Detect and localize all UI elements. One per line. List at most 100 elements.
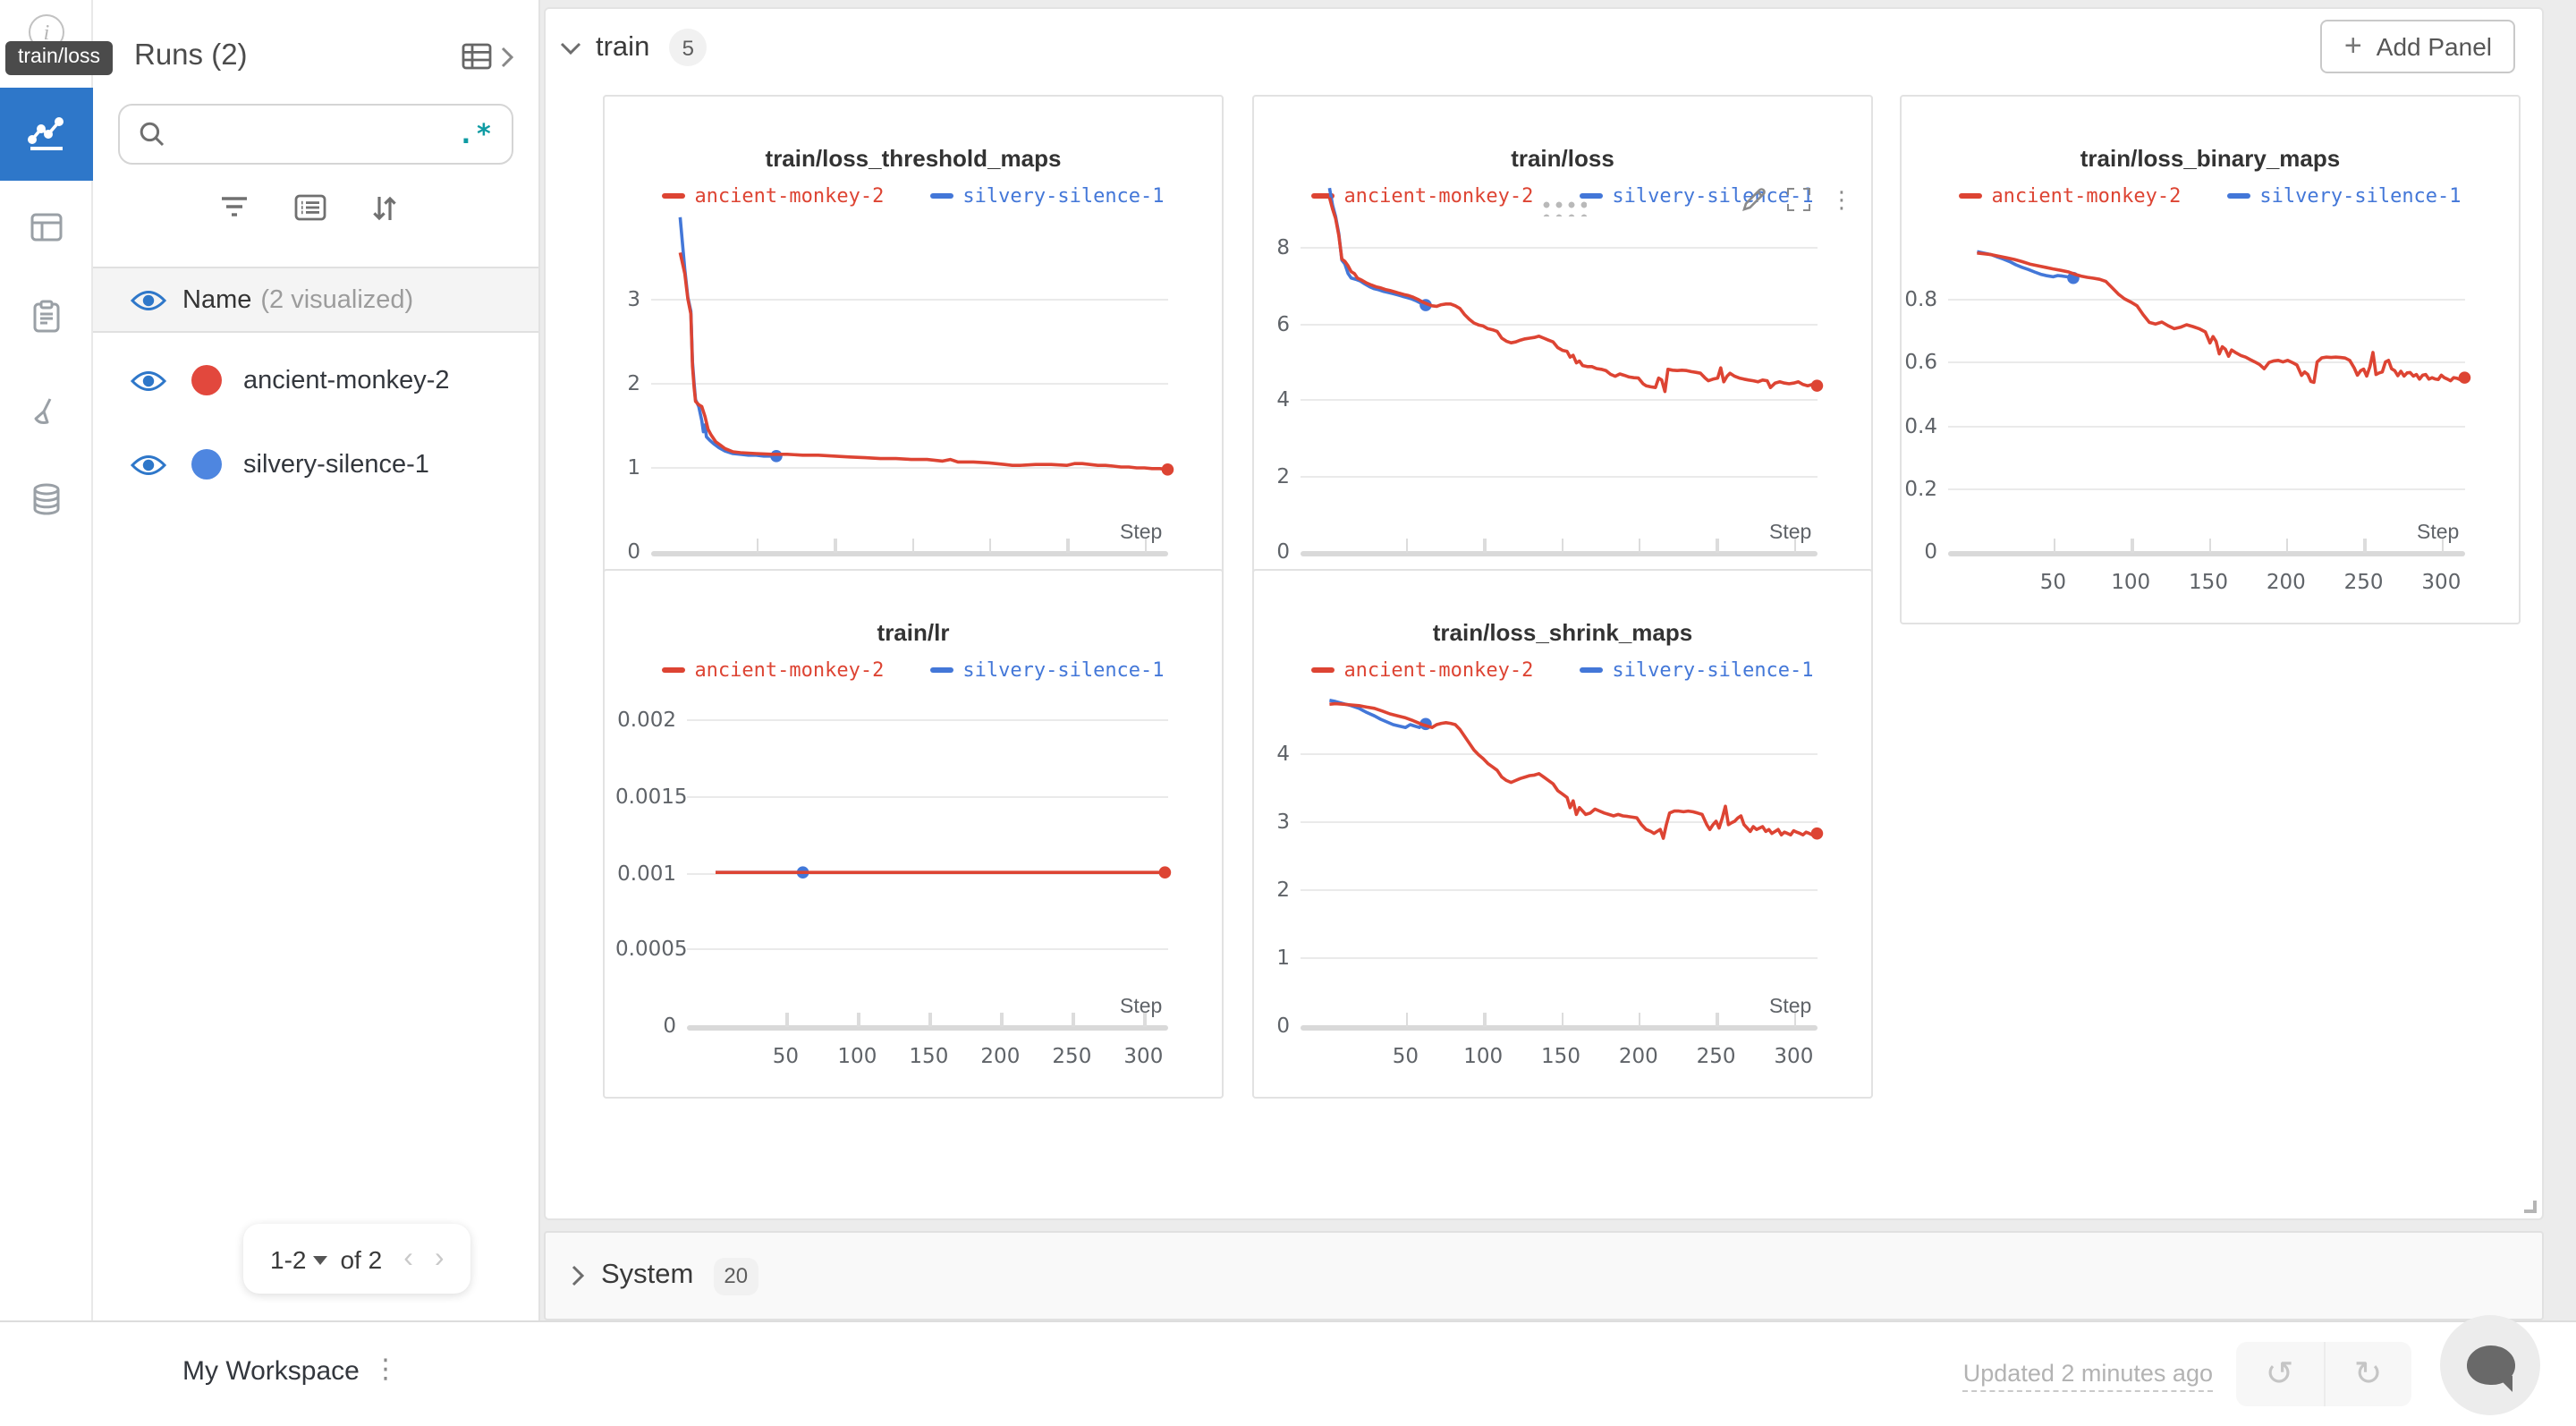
- redo-button[interactable]: ↻: [2325, 1342, 2411, 1406]
- y-tick-label: 2: [627, 370, 640, 395]
- legend-label: silvery-silence-1: [2259, 184, 2462, 208]
- search-icon: [138, 120, 166, 149]
- caret-down-icon[interactable]: [313, 1256, 328, 1265]
- x-axis-label: Step: [1769, 997, 1812, 1018]
- chart-panel-train-lr[interactable]: train/lr ancient-monkey-2 silvery-silence-…: [603, 569, 1224, 1099]
- eye-icon[interactable]: [131, 452, 166, 477]
- x-tick-label: 200: [980, 1043, 1021, 1068]
- legend-entry: silvery-silence-1: [2227, 184, 2462, 208]
- x-tick-label: 300: [2421, 569, 2462, 594]
- legend-label: silvery-silence-1: [962, 658, 1165, 682]
- legend-swatch: [930, 666, 954, 674]
- add-panel-button[interactable]: + Add Panel: [2320, 20, 2515, 73]
- section-resize-handle[interactable]: [2524, 1201, 2537, 1213]
- legend-swatch: [1311, 666, 1335, 674]
- chart-plot[interactable]: [605, 571, 1225, 1100]
- legend-label: ancient-monkey-2: [1343, 658, 1534, 682]
- legend-swatch: [2227, 192, 2251, 199]
- x-axis-label: Step: [2417, 522, 2460, 544]
- chart-plot[interactable]: [1254, 571, 1875, 1100]
- chart-panel-train-loss-binary-maps[interactable]: train/loss_binary_maps ancient-monkey-2 si…: [1900, 95, 2521, 624]
- panel-menu-icon[interactable]: ⋮: [1830, 186, 1853, 213]
- y-tick-label: 0.4: [1904, 412, 1937, 437]
- nav-artifacts[interactable]: [0, 453, 93, 546]
- legend-entry: ancient-monkey-2: [1311, 184, 1533, 208]
- y-tick-label: 0.2: [1904, 475, 1937, 501]
- x-tick-label: 100: [837, 1043, 877, 1068]
- legend-swatch: [1580, 666, 1604, 674]
- nav-logs[interactable]: [0, 270, 93, 363]
- x-axis-label: Step: [1120, 997, 1163, 1018]
- run-row-ancient-monkey-2[interactable]: ancient-monkey-2: [93, 338, 538, 422]
- x-tick-label: 100: [2111, 569, 2151, 594]
- section-title: train: [596, 31, 650, 62]
- chart-panel-train-loss-threshold-maps[interactable]: train/loss_threshold_maps ancient-monkey-…: [603, 95, 1224, 624]
- x-axis-label: Step: [1120, 522, 1163, 544]
- legend-swatch: [1959, 192, 1983, 199]
- y-tick-label: 0: [663, 1013, 676, 1038]
- x-tick-label: 250: [1052, 1043, 1092, 1068]
- run-row-silvery-silence-1[interactable]: silvery-silence-1: [93, 422, 538, 506]
- run-color-dot: [191, 365, 222, 395]
- nav-tables[interactable]: [0, 181, 93, 274]
- edit-panel-icon[interactable]: [1741, 186, 1767, 213]
- chat-bubble-icon: [2466, 1345, 2514, 1385]
- section-title: System: [601, 1260, 694, 1290]
- filter-icon[interactable]: [211, 186, 258, 229]
- chevron-down-icon: [560, 40, 581, 55]
- help-chat-button[interactable]: [2440, 1315, 2540, 1415]
- y-tick-label: 0.0005: [615, 936, 688, 962]
- fullscreen-icon[interactable]: [1787, 188, 1810, 211]
- panel-count-badge: 20: [713, 1257, 759, 1294]
- y-tick-label: 4: [1276, 741, 1290, 766]
- chart-plot[interactable]: [1254, 97, 1875, 626]
- eye-icon[interactable]: [131, 287, 166, 312]
- workspace-title[interactable]: My Workspace: [182, 1356, 360, 1387]
- system-section-header[interactable]: System 20: [544, 1231, 2544, 1320]
- sort-icon[interactable]: [361, 186, 408, 229]
- chart-plot[interactable]: [605, 97, 1225, 626]
- legend-label: ancient-monkey-2: [1991, 184, 2182, 208]
- legend-entry: silvery-silence-1: [930, 184, 1165, 208]
- list-view-icon[interactable]: [286, 186, 333, 229]
- legend-label: ancient-monkey-2: [1343, 184, 1534, 208]
- chart-plot[interactable]: [1902, 97, 2522, 626]
- y-tick-label: 0.0015: [615, 783, 688, 809]
- nav-charts[interactable]: [0, 88, 93, 181]
- regex-toggle-icon[interactable]: .*: [457, 118, 494, 150]
- page-range[interactable]: 1-2: [270, 1244, 307, 1273]
- nav-rail: i: [0, 0, 93, 1320]
- series-line-ancient-monkey-2: [1327, 197, 1818, 394]
- runs-name-header[interactable]: Name (2 visualized): [93, 267, 538, 333]
- undo-button[interactable]: ↺: [2236, 1342, 2325, 1406]
- series-endpoint-ancient-monkey-2: [2458, 371, 2471, 384]
- chart-panel-train-loss[interactable]: train/loss ancient-monkey-2 silvery-silenc…: [1252, 95, 1873, 624]
- train-section-header[interactable]: train 5: [560, 29, 708, 66]
- runs-table-expand-button[interactable]: [460, 39, 513, 73]
- name-column-label: Name: [182, 285, 252, 314]
- series-endpoint-ancient-monkey-2: [1810, 827, 1824, 840]
- legend-entry: silvery-silence-1: [1580, 184, 1814, 208]
- legend-label: silvery-silence-1: [962, 184, 1165, 208]
- run-search-box[interactable]: .*: [118, 104, 513, 165]
- panel-drag-handle[interactable]: [1539, 199, 1586, 216]
- chart-title: train/lr: [877, 619, 950, 646]
- series-line-ancient-monkey-2: [1977, 251, 2466, 385]
- y-tick-label: 0: [1924, 539, 1937, 564]
- next-page-button[interactable]: ›: [434, 1243, 445, 1273]
- eye-icon[interactable]: [131, 368, 166, 393]
- prev-page-button[interactable]: ‹: [403, 1243, 413, 1273]
- workspace-menu-icon[interactable]: ⋮: [372, 1354, 399, 1385]
- legend-swatch: [1311, 192, 1335, 199]
- search-input[interactable]: [181, 121, 444, 148]
- nav-sweeps[interactable]: [0, 365, 93, 458]
- y-tick-label: 2: [1276, 463, 1290, 488]
- x-tick-label: 150: [909, 1043, 949, 1068]
- updated-timestamp[interactable]: Updated 2 minutes ago: [1962, 1360, 2213, 1392]
- plus-icon: +: [2343, 29, 2362, 63]
- y-tick-label: 0: [1276, 1013, 1290, 1038]
- x-tick-label: 200: [2266, 569, 2306, 594]
- x-tick-label: 150: [2189, 569, 2228, 594]
- y-tick-label: 0.6: [1904, 349, 1937, 375]
- chart-panel-train-loss-shrink-maps[interactable]: train/loss_shrink_maps ancient-monkey-2 si…: [1252, 569, 1873, 1099]
